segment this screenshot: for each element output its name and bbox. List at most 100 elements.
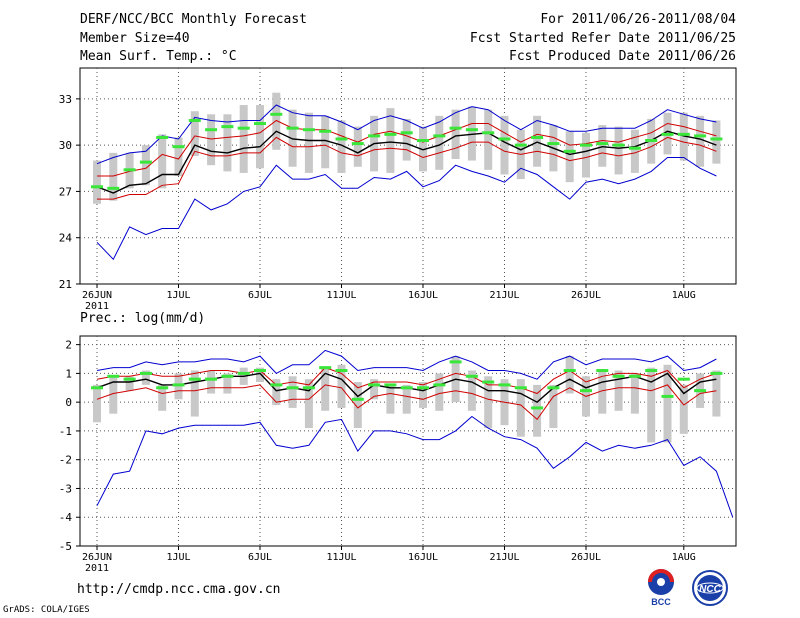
y-tick-label: -5	[59, 540, 72, 553]
ensemble-marker	[400, 131, 413, 135]
x-tick-label: 1AUG	[672, 290, 696, 301]
produced-date: Fcst Produced Date 2011/06/26	[509, 49, 736, 64]
spread-bar	[321, 115, 330, 169]
ensemble-marker	[482, 131, 495, 135]
series-line-max	[96, 104, 717, 165]
ensemble-marker	[139, 160, 152, 164]
spread-bar	[402, 118, 411, 161]
bcc-logo: BCC	[648, 569, 674, 607]
ncc-logo: NCC	[692, 570, 728, 606]
spread-bar	[451, 109, 460, 160]
spread-bar	[141, 145, 150, 186]
series-line-lower	[96, 384, 717, 421]
ensemble-marker	[351, 397, 364, 401]
y-tick-label: 24	[59, 232, 73, 245]
ensemble-marker	[449, 126, 462, 130]
ensemble-marker	[91, 185, 103, 189]
ensemble-marker	[514, 143, 527, 147]
spread-bar	[598, 370, 607, 414]
series-line-min	[96, 157, 717, 261]
spread-bar	[223, 373, 232, 394]
ensemble-marker	[205, 128, 218, 132]
spread-bar	[190, 370, 199, 417]
y-tick-label: 27	[59, 185, 72, 198]
ensemble-marker	[514, 386, 527, 390]
footer-url[interactable]: http://cmdp.ncc.cma.gov.cn	[77, 582, 281, 597]
x-tick-label: 16JUL	[408, 552, 438, 563]
ensemble-marker	[596, 369, 609, 373]
started-refer-date: Fcst Started Refer Date 2011/06/25	[469, 31, 736, 46]
ensemble-marker	[319, 129, 332, 133]
ensemble-marker	[254, 369, 266, 373]
spread-bar	[712, 370, 721, 417]
ensemble-marker	[172, 145, 185, 149]
spread-bar	[614, 370, 623, 411]
y-tick-label: -3	[59, 482, 72, 495]
x-tick-label: 26JUL	[571, 552, 601, 563]
spread-bar	[467, 106, 476, 161]
spread-bar	[207, 370, 216, 394]
series-line-lower	[97, 136, 717, 200]
ensemble-marker	[710, 371, 723, 375]
x-tick-label: 1JUL	[166, 552, 190, 563]
spread-bar	[386, 384, 395, 414]
ensemble-marker	[107, 374, 120, 378]
ensemble-marker	[221, 125, 234, 129]
spread-bar	[288, 109, 297, 167]
ensemble-marker	[221, 374, 234, 378]
ensemble-marker	[531, 406, 544, 410]
spread-bar	[500, 115, 509, 175]
ensemble-marker	[384, 132, 397, 136]
spread-bar	[321, 367, 330, 411]
ensemble-marker	[433, 134, 446, 138]
ensemble-marker	[612, 143, 625, 147]
ensemble-marker	[188, 118, 201, 122]
spread-bar	[435, 373, 444, 411]
spread-bar	[337, 120, 346, 173]
spread-bar	[582, 132, 590, 178]
spread-bar	[304, 112, 313, 173]
spread-bar	[239, 105, 248, 173]
x-tick-label: 6JUL	[248, 552, 272, 563]
ensemble-marker	[465, 128, 478, 132]
spread-bar	[419, 382, 427, 408]
plot-area	[91, 349, 734, 518]
ensemble-marker	[677, 132, 690, 136]
series-line-max	[96, 349, 717, 380]
ensemble-marker	[335, 369, 348, 373]
ensemble-marker	[205, 377, 218, 381]
x-tick-label: 1AUG	[672, 552, 696, 563]
forecast-period: For 2011/06/26-2011/08/04	[540, 12, 736, 27]
spread-bar	[272, 379, 281, 406]
ensemble-marker	[270, 383, 283, 387]
bcc-logo-text: BCC	[651, 597, 671, 607]
ensemble-marker	[123, 377, 136, 381]
spread-bar	[679, 112, 688, 161]
ensemble-marker	[563, 369, 576, 373]
ensemble-marker	[563, 149, 576, 153]
y-tick-label: 21	[59, 278, 72, 291]
spread-bar	[516, 379, 525, 437]
ensemble-marker	[661, 132, 674, 136]
ensemble-marker	[400, 386, 413, 390]
spread-bar	[304, 379, 313, 429]
ensemble-marker	[449, 360, 462, 364]
ensemble-marker	[531, 135, 544, 139]
spread-bar	[419, 126, 427, 172]
y-tick-label: 33	[59, 93, 72, 106]
spread-bar	[549, 384, 558, 429]
spread-bar	[679, 384, 688, 434]
ensemble-marker	[628, 374, 641, 378]
series-line-upper	[97, 119, 717, 177]
spread-bar	[614, 126, 623, 175]
ensemble-marker	[156, 386, 169, 390]
spread-bar	[386, 108, 395, 173]
spread-bar	[712, 120, 721, 164]
x-tick-label: 26JUN	[82, 552, 112, 563]
ensemble-marker	[498, 137, 511, 141]
panel-title: Prec.: log(mm/d)	[80, 311, 205, 326]
spread-bar	[256, 367, 264, 383]
